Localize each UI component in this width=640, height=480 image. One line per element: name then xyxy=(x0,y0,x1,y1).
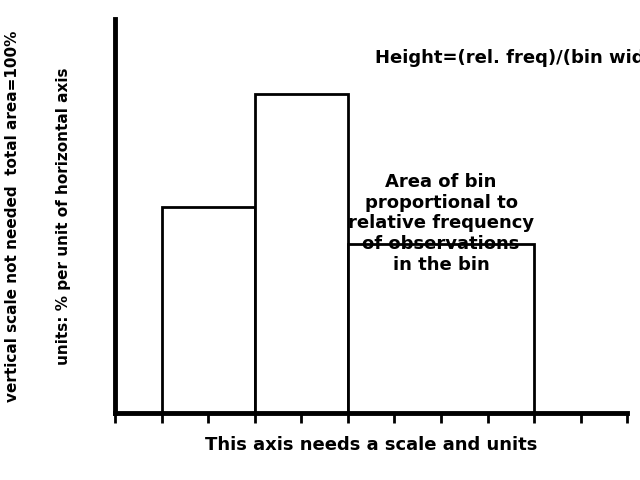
Text: vertical scale not needed  total area=100%: vertical scale not needed total area=100… xyxy=(5,30,20,402)
Text: Height=(rel. freq)/(bin width): Height=(rel. freq)/(bin width) xyxy=(375,49,640,67)
Text: Area of bin
proportional to
relative frequency
of observations
in the bin: Area of bin proportional to relative fre… xyxy=(348,173,534,274)
Bar xyxy=(162,206,255,413)
X-axis label: This axis needs a scale and units: This axis needs a scale and units xyxy=(205,436,538,455)
Bar xyxy=(348,244,534,413)
Bar xyxy=(255,94,348,413)
Text: units: % per unit of horizontal axis: units: % per unit of horizontal axis xyxy=(56,67,72,365)
